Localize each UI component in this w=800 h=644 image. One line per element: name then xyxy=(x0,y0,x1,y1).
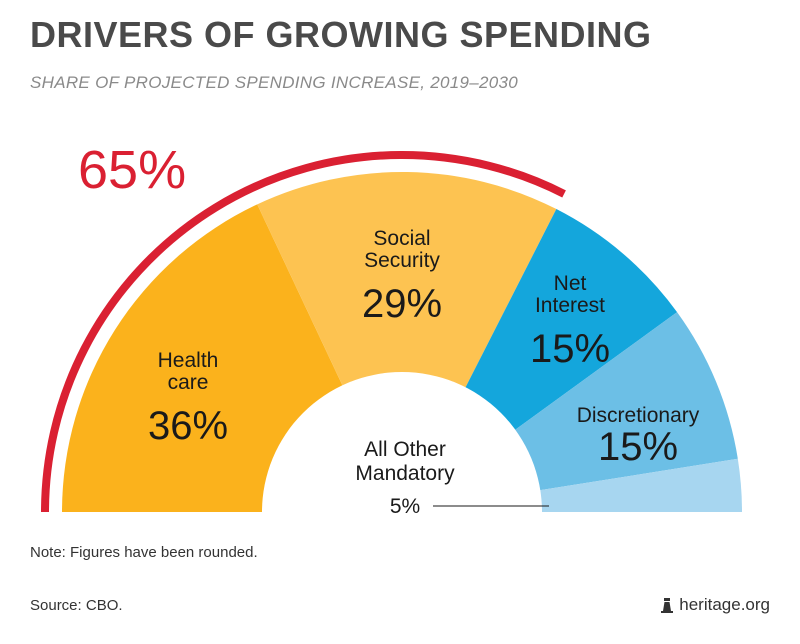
donut-hole xyxy=(262,372,542,644)
highlight-arc xyxy=(41,151,566,513)
value-net-interest: 15% xyxy=(530,327,610,371)
chart-subtitle: SHARE OF PROJECTED SPENDING INCREASE, 20… xyxy=(30,73,519,92)
lighthouse-icon xyxy=(661,597,674,613)
slice-social-security xyxy=(257,172,557,512)
highlight-label: 65% xyxy=(78,140,186,200)
label-net-interest-line: Net xyxy=(554,272,587,295)
label-social-security-line: Security xyxy=(364,249,440,272)
brand[interactable]: heritage.org xyxy=(661,595,770,615)
brand-text: heritage.org xyxy=(679,595,770,614)
source-text: Source: CBO. xyxy=(30,597,123,614)
chart-title: DRIVERS OF GROWING SPENDING xyxy=(30,14,652,55)
label-discretionary-line: Discretionary xyxy=(577,404,700,427)
value-health-care: 36% xyxy=(148,404,228,448)
label-net-interest-line: Interest xyxy=(535,294,605,317)
value-all-other-mandatory: 5% xyxy=(390,495,420,518)
label-health-care-line: care xyxy=(168,371,209,394)
value-discretionary: 15% xyxy=(598,425,678,469)
value-social-security: 29% xyxy=(362,282,442,326)
label-all-other-mandatory-line: All Other xyxy=(364,438,446,461)
footnote: Note: Figures have been rounded. xyxy=(30,544,258,561)
label-social-security-line: Social xyxy=(373,227,430,250)
label-all-other-mandatory-line: Mandatory xyxy=(355,462,455,485)
label-health-care-line: Health xyxy=(158,349,219,372)
